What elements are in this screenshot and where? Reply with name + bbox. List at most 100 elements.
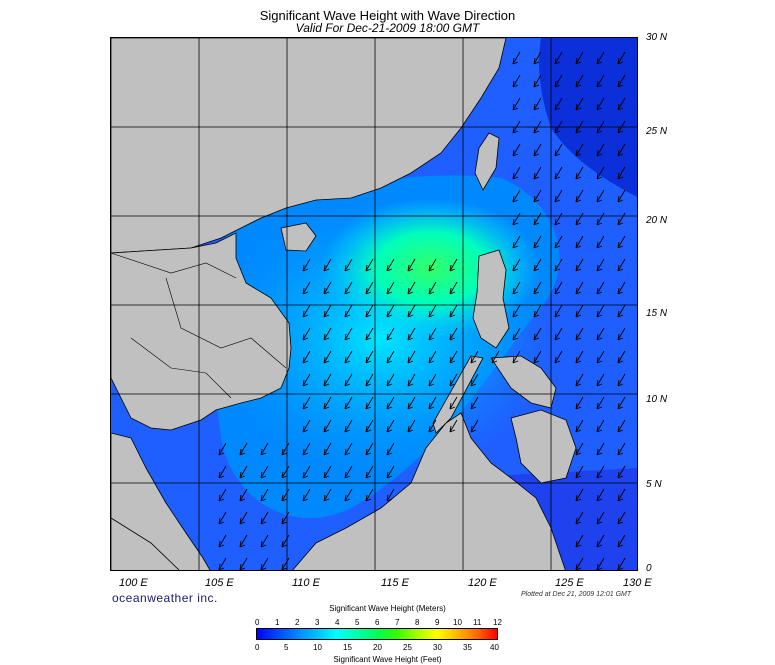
wave-direction-arrow [344, 350, 353, 364]
wave-direction-arrow [281, 511, 290, 525]
meter-tick: 12 [493, 618, 502, 627]
wave-direction-arrow [554, 258, 563, 272]
colorbar [256, 628, 498, 640]
wave-direction-arrow [575, 281, 584, 295]
wave-direction-arrow [617, 511, 626, 525]
wave-direction-arrow [575, 465, 584, 479]
wave-direction-arrow [365, 350, 374, 364]
wave-direction-arrow [533, 327, 542, 341]
wave-direction-arrow [470, 373, 479, 387]
wave-direction-arrow [386, 327, 395, 341]
wave-direction-arrow [428, 327, 437, 341]
wave-direction-arrows [218, 51, 626, 570]
wave-direction-arrow [617, 557, 626, 570]
lon-label-105e: 105 E [205, 577, 234, 589]
wave-direction-arrow [281, 534, 290, 548]
wave-direction-arrow [260, 442, 269, 456]
wave-direction-arrow [617, 97, 626, 111]
meter-tick: 11 [473, 618, 482, 627]
wave-direction-arrow [512, 166, 521, 180]
wave-direction-arrow [533, 74, 542, 88]
wave-direction-arrow [554, 189, 563, 203]
wave-direction-arrow [365, 304, 374, 318]
land-visayas [490, 355, 557, 409]
wave-direction-arrow [239, 465, 248, 479]
wave-direction-arrow [617, 534, 626, 548]
wave-direction-arrow [554, 166, 563, 180]
land-palawan [432, 355, 484, 434]
wave-direction-arrow [596, 534, 605, 548]
wave-direction-arrow [554, 74, 563, 88]
lon-label-125e: 125 E [555, 577, 584, 589]
wave-direction-arrow [596, 258, 605, 272]
wave-direction-arrow [596, 120, 605, 134]
wave-direction-arrow [323, 258, 332, 272]
map-title: Significant Wave Height with Wave Direct… [259, 8, 516, 23]
colorbar-title-feet: Significant Wave Height (Feet) [333, 655, 442, 664]
wave-direction-arrow [365, 442, 374, 456]
feet-tick: 20 [373, 643, 382, 652]
wave-direction-arrow [323, 327, 332, 341]
wave-direction-arrow [323, 488, 332, 502]
wave-direction-arrow [575, 557, 584, 570]
wave-direction-arrow [302, 442, 311, 456]
lat-label-5n: 5 N [646, 479, 662, 490]
land-sumatra [111, 517, 180, 570]
wave-direction-arrow [365, 465, 374, 479]
wave-direction-arrow [512, 258, 521, 272]
wave-direction-arrow [512, 189, 521, 203]
wave-direction-arrow [323, 304, 332, 318]
wave-direction-arrow [281, 557, 290, 570]
wave-direction-arrow [596, 419, 605, 433]
lat-label-0: 0 [646, 563, 652, 574]
wave-direction-arrow [617, 465, 626, 479]
wave-direction-arrow [617, 327, 626, 341]
wave-direction-arrow [512, 51, 521, 65]
meter-tick: 5 [355, 618, 360, 627]
wave-direction-arrow [260, 465, 269, 479]
wave-direction-arrow [302, 281, 311, 295]
wave-direction-arrow [428, 373, 437, 387]
colorbar-title-meters: Significant Wave Height (Meters) [329, 604, 446, 613]
wave-direction-arrow [512, 120, 521, 134]
wave-direction-arrow [281, 488, 290, 502]
lat-label-15n: 15 N [646, 308, 668, 319]
meter-tick: 4 [335, 618, 340, 627]
wave-direction-arrow [449, 396, 458, 410]
wave-direction-arrow [344, 327, 353, 341]
wave-direction-arrow [554, 120, 563, 134]
lat-label-30n: 30 N [646, 32, 668, 43]
wave-direction-arrow [218, 488, 227, 502]
wave-direction-arrow [302, 396, 311, 410]
wave-direction-arrow [470, 396, 479, 410]
wave-direction-arrow [323, 442, 332, 456]
wave-direction-arrow [617, 235, 626, 249]
feet-tick: 0 [255, 643, 260, 652]
wave-direction-arrow [554, 51, 563, 65]
wave-direction-arrow [302, 465, 311, 479]
wave-direction-arrow [575, 488, 584, 502]
wave-direction-arrow [449, 304, 458, 318]
wave-direction-arrow [386, 258, 395, 272]
wave-height-map [110, 37, 638, 571]
wave-direction-arrow [323, 373, 332, 387]
land-mindanao [510, 409, 577, 484]
wave-direction-arrow [554, 304, 563, 318]
wave-direction-arrow [533, 166, 542, 180]
wave-direction-arrow [344, 396, 353, 410]
wave-direction-arrow [596, 350, 605, 364]
wave-direction-arrow [449, 350, 458, 364]
meter-tick: 1 [275, 618, 280, 627]
wave-direction-arrow [449, 327, 458, 341]
wave-direction-arrow [386, 304, 395, 318]
country-border [165, 277, 287, 369]
wave-direction-arrow [617, 212, 626, 226]
wave-direction-arrow [323, 419, 332, 433]
wave-direction-arrow [428, 396, 437, 410]
land-indochina [111, 232, 292, 431]
feet-tick: 30 [433, 643, 442, 652]
wave-direction-arrow [344, 465, 353, 479]
wave-direction-arrow [575, 327, 584, 341]
wave-direction-arrow [596, 235, 605, 249]
meter-tick: 2 [295, 618, 300, 627]
